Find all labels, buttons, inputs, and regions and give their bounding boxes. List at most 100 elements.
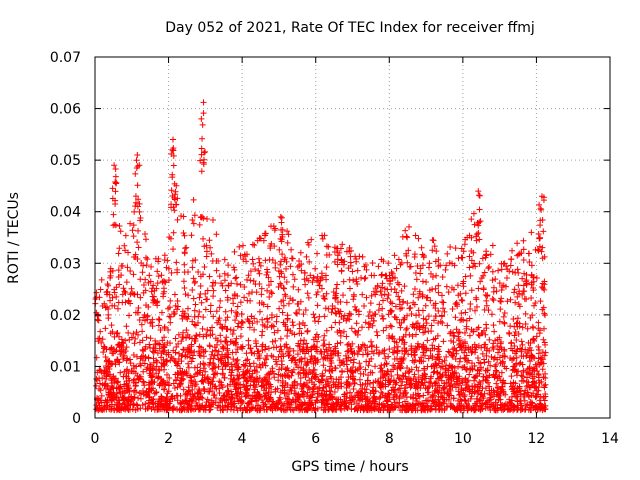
data-point	[380, 315, 387, 322]
data-point	[201, 386, 208, 393]
data-point	[541, 278, 548, 285]
data-point	[489, 295, 496, 302]
data-point	[506, 330, 513, 337]
data-point	[174, 216, 181, 223]
data-point	[147, 278, 154, 285]
data-point	[295, 393, 302, 400]
data-point	[112, 165, 119, 172]
data-point	[300, 365, 307, 372]
data-point	[470, 249, 477, 256]
data-point	[224, 272, 231, 279]
data-point	[479, 350, 486, 357]
data-point	[344, 341, 351, 348]
data-point	[130, 330, 137, 337]
data-point	[345, 312, 352, 319]
data-point	[411, 371, 418, 378]
data-point	[279, 379, 286, 386]
data-point	[275, 404, 282, 411]
data-point	[400, 356, 407, 363]
data-point	[499, 406, 506, 413]
data-point	[333, 294, 340, 301]
data-point	[426, 260, 433, 267]
data-point	[260, 237, 267, 244]
data-point	[206, 407, 213, 414]
data-point	[430, 400, 437, 407]
data-point	[393, 339, 400, 346]
data-point	[112, 222, 119, 229]
data-point	[142, 400, 149, 407]
data-point	[517, 397, 524, 404]
data-point	[191, 279, 198, 286]
data-point	[197, 360, 204, 367]
data-point	[297, 337, 304, 344]
data-point	[198, 299, 205, 306]
data-point	[312, 265, 319, 272]
data-point	[288, 246, 295, 253]
data-point	[217, 332, 224, 339]
data-point	[182, 370, 189, 377]
data-point	[380, 327, 387, 334]
data-point	[185, 360, 192, 367]
data-point	[204, 216, 211, 223]
data-point	[308, 353, 315, 360]
data-point	[106, 371, 113, 378]
data-point	[155, 366, 162, 373]
data-point	[109, 185, 116, 192]
data-point	[491, 363, 498, 370]
data-point	[182, 291, 189, 298]
data-point	[465, 357, 472, 364]
data-point	[105, 363, 112, 370]
data-point	[507, 323, 514, 330]
data-point	[402, 227, 409, 234]
data-point	[340, 292, 347, 299]
data-point	[462, 273, 469, 280]
data-point	[314, 288, 321, 295]
data-point	[514, 266, 521, 273]
data-point	[343, 355, 350, 362]
data-point	[498, 295, 505, 302]
data-point	[418, 244, 425, 251]
data-point	[241, 362, 248, 369]
data-point	[445, 367, 452, 374]
data-point	[144, 312, 151, 319]
data-point	[166, 375, 173, 382]
data-point	[178, 405, 185, 412]
data-point	[276, 273, 283, 280]
data-point	[519, 324, 526, 331]
data-point	[365, 324, 372, 331]
data-point	[315, 390, 322, 397]
data-point	[258, 285, 265, 292]
data-point	[445, 374, 452, 381]
data-point	[190, 220, 197, 227]
data-point	[334, 299, 341, 306]
data-point	[412, 232, 419, 239]
data-point	[296, 369, 303, 376]
data-point	[171, 385, 178, 392]
data-point	[231, 248, 238, 255]
data-point	[319, 274, 326, 281]
data-point	[347, 357, 354, 364]
data-point	[475, 324, 482, 331]
data-point	[437, 373, 444, 380]
data-point	[196, 221, 203, 228]
data-point	[175, 331, 182, 338]
data-point	[196, 308, 203, 315]
data-point	[373, 344, 380, 351]
data-point	[448, 363, 455, 370]
data-point	[123, 344, 130, 351]
data-point	[388, 307, 395, 314]
data-point	[402, 385, 409, 392]
data-point	[234, 293, 241, 300]
data-point	[190, 295, 197, 302]
data-point	[471, 374, 478, 381]
data-point	[532, 403, 539, 410]
data-point	[401, 398, 408, 405]
data-point	[338, 406, 345, 413]
data-point	[465, 383, 472, 390]
data-point	[203, 253, 210, 260]
data-point	[188, 349, 195, 356]
data-point	[387, 406, 394, 413]
data-point	[277, 258, 284, 265]
data-point	[446, 383, 453, 390]
data-point	[333, 285, 340, 292]
